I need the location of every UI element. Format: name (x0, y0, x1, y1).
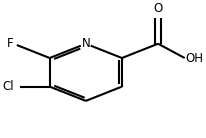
Text: N: N (81, 37, 90, 50)
Text: OH: OH (186, 51, 204, 64)
Text: Cl: Cl (2, 80, 14, 93)
Text: O: O (153, 2, 163, 15)
Text: F: F (7, 37, 14, 50)
